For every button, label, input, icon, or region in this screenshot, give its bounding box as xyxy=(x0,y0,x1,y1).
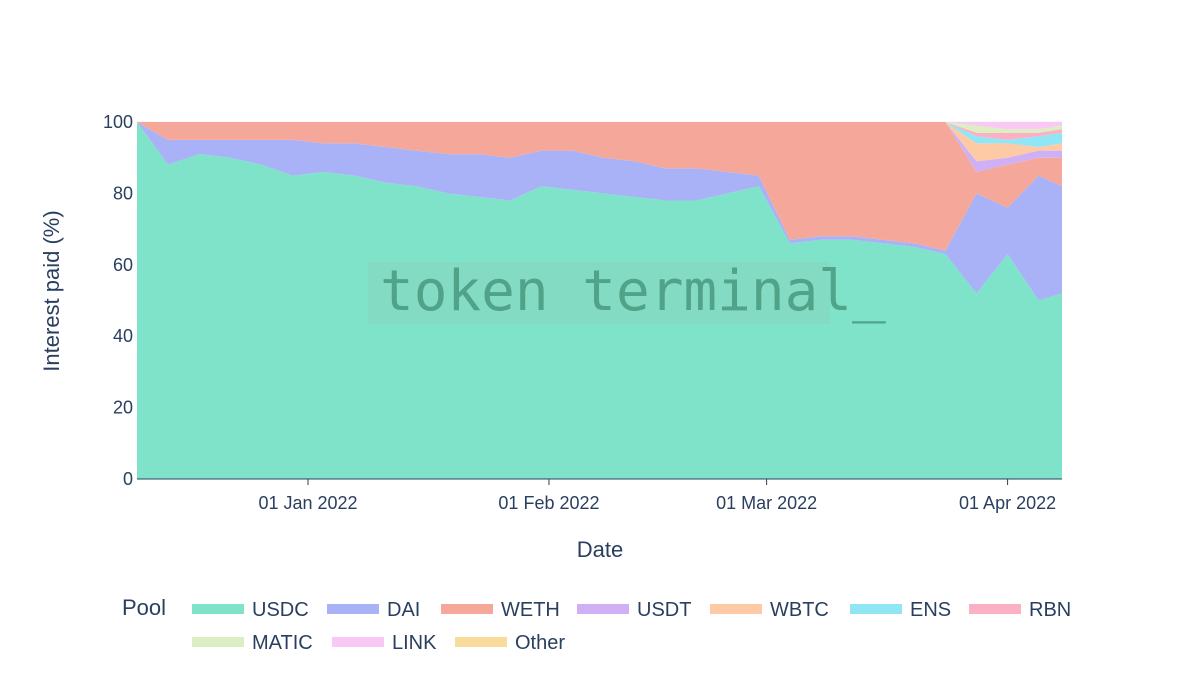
series-area-link xyxy=(137,122,1062,130)
series-area-usdc xyxy=(137,122,1062,479)
x-tick-label-3: 01 Apr 2022 xyxy=(959,493,1056,513)
y-tick-labels: 0 20 40 60 80 100 xyxy=(103,112,133,489)
legend-label-matic: MATIC xyxy=(252,632,313,654)
y-axis-title: Interest paid (%) xyxy=(39,210,64,371)
series-area-weth xyxy=(137,122,1062,251)
x-tick-label-0: 01 Jan 2022 xyxy=(258,493,357,513)
legend-swatch-ens xyxy=(850,604,902,614)
series-areas xyxy=(137,122,1062,479)
legend-item-ens[interactable]: ENS xyxy=(850,599,951,621)
legend-label-dai: DAI xyxy=(387,599,420,621)
watermark: token terminal_ xyxy=(368,259,886,324)
x-axis-title: Date xyxy=(577,537,623,562)
x-tick-label-2: 01 Mar 2022 xyxy=(716,493,817,513)
legend-item-weth[interactable]: WETH xyxy=(441,599,560,621)
legend-item-usdc[interactable]: USDC xyxy=(192,599,309,621)
legend-swatch-weth xyxy=(441,604,493,614)
legend: Pool USDC DAI WETH USDT WBTC ENS RBN MATIC LINK O… xyxy=(122,595,1071,654)
y-tick-label-100: 100 xyxy=(103,112,133,132)
legend-item-usdt[interactable]: USDT xyxy=(577,599,691,621)
legend-label-rbn: RBN xyxy=(1029,599,1071,621)
legend-label-usdt: USDT xyxy=(637,599,691,621)
legend-swatch-dai xyxy=(327,604,379,614)
y-tick-label-80: 80 xyxy=(113,183,133,203)
legend-swatch-rbn xyxy=(969,604,1021,614)
series-area-dai xyxy=(137,122,1062,301)
legend-item-link[interactable]: LINK xyxy=(332,632,437,654)
legend-swatch-other xyxy=(455,637,507,647)
legend-item-rbn[interactable]: RBN xyxy=(969,599,1071,621)
x-tick-label-1: 01 Feb 2022 xyxy=(498,493,599,513)
watermark-background xyxy=(368,262,830,324)
legend-swatch-link xyxy=(332,637,384,647)
legend-item-dai[interactable]: DAI xyxy=(327,599,420,621)
legend-item-other[interactable]: Other xyxy=(455,632,565,654)
legend-label-weth: WETH xyxy=(501,599,560,621)
legend-item-wbtc[interactable]: WBTC xyxy=(710,599,829,621)
legend-swatch-matic xyxy=(192,637,244,647)
y-tick-label-60: 60 xyxy=(113,255,133,275)
y-tick-label-40: 40 xyxy=(113,326,133,346)
legend-label-usdc: USDC xyxy=(252,599,309,621)
legend-label-link: LINK xyxy=(392,632,437,654)
legend-label-wbtc: WBTC xyxy=(770,599,829,621)
watermark-text: token terminal_ xyxy=(380,259,886,324)
y-tick-label-0: 0 xyxy=(123,469,133,489)
legend-label-other: Other xyxy=(515,632,565,654)
x-tick-labels: 01 Jan 2022 01 Feb 2022 01 Mar 2022 01 Apr … xyxy=(258,479,1056,513)
legend-title: Pool xyxy=(122,595,166,620)
legend-label-ens: ENS xyxy=(910,599,951,621)
legend-swatch-usdc xyxy=(192,604,244,614)
legend-swatch-usdt xyxy=(577,604,629,614)
y-tick-label-20: 20 xyxy=(113,398,133,418)
legend-item-matic[interactable]: MATIC xyxy=(192,632,313,654)
legend-swatch-wbtc xyxy=(710,604,762,614)
